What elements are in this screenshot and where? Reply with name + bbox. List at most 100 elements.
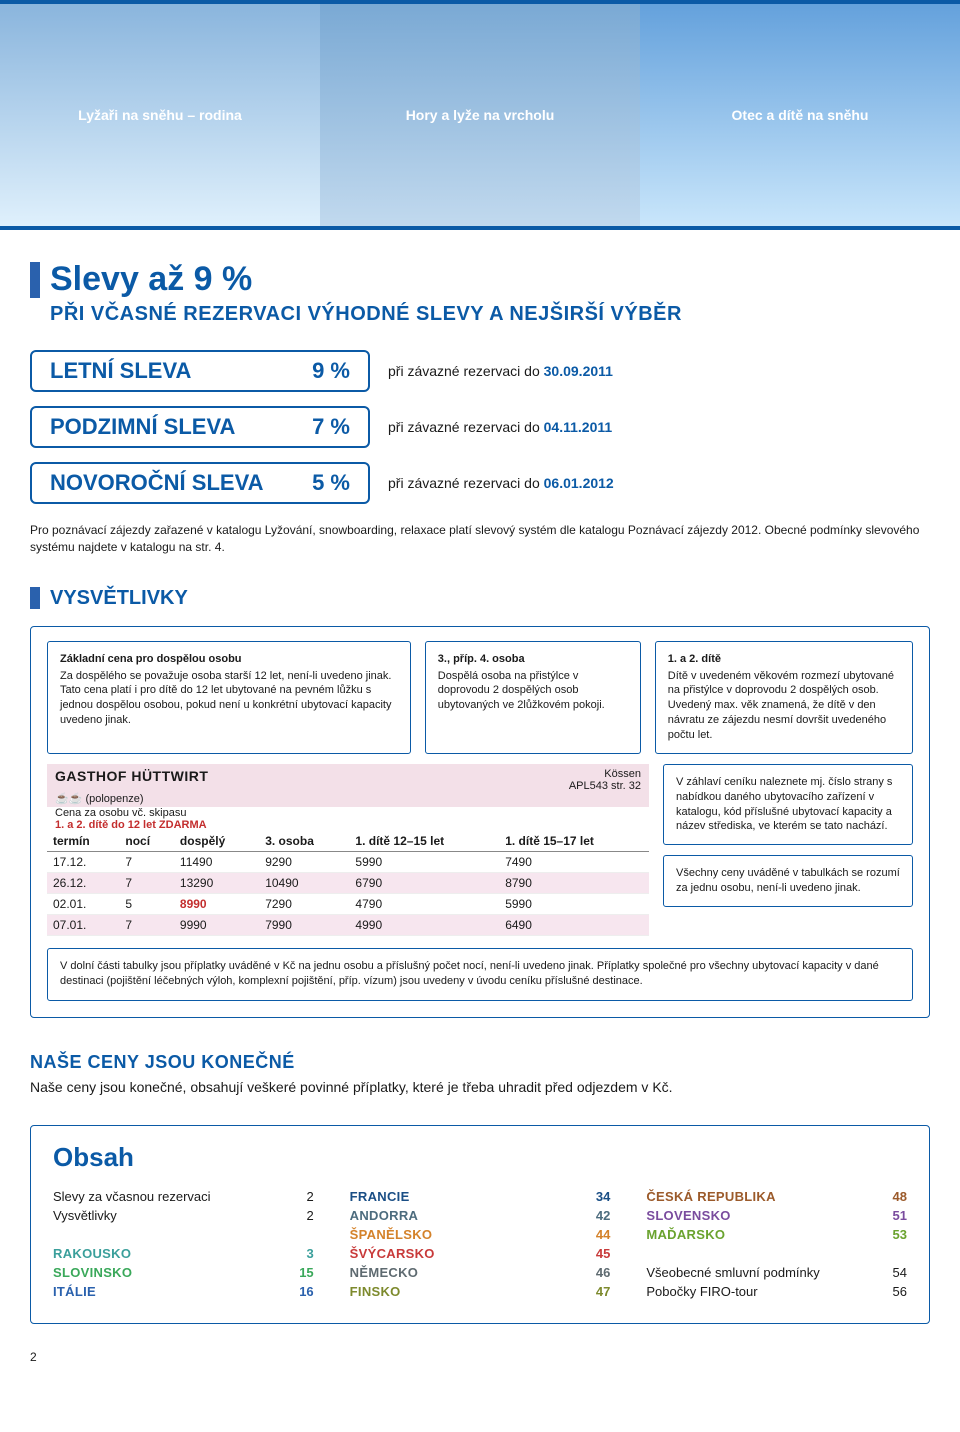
- price-table-cell: 4790: [349, 893, 499, 914]
- hero-image-3: Otec a dítě na sněhu: [640, 4, 960, 226]
- legend-box-third-person: 3., příp. 4. osoba Dospělá osoba na přis…: [425, 641, 641, 754]
- skipas-line: Cena za osobu vč. skipasu: [47, 807, 649, 819]
- contents-row: MAĎARSKO 53: [646, 1225, 907, 1244]
- page-number: 2: [30, 1350, 960, 1364]
- price-table-column: termín: [47, 831, 119, 852]
- final-prices-text: Naše ceny jsou konečné, obsahují veškeré…: [30, 1079, 930, 1095]
- price-table-cell: 8990: [174, 893, 259, 914]
- legend-box-third-person-title: 3., příp. 4. osoba: [438, 652, 628, 667]
- contents-page: 15: [299, 1265, 313, 1280]
- contents-col-3: ČESKÁ REPUBLIKA 48 SLOVENSKO 51 MAĎARSKO 53 V…: [646, 1187, 907, 1301]
- contents-page: 42: [596, 1208, 610, 1223]
- contents-label: Vysvětlivky: [53, 1208, 117, 1223]
- contents-label: ANDORRA: [350, 1208, 419, 1223]
- hotel-place: Kössen: [569, 768, 641, 780]
- price-table-cell: 02.01.: [47, 893, 119, 914]
- legend-box-child: 1. a 2. dítě Dítě v uvedeném věkovém roz…: [655, 641, 913, 754]
- price-table-cell: 7290: [259, 893, 349, 914]
- price-table-cell: 10490: [259, 872, 349, 893]
- price-table-cell: 26.12.: [47, 872, 119, 893]
- contents-page: 54: [893, 1265, 907, 1280]
- discount-pill: PODZIMNÍ SLEVA7 %: [30, 406, 370, 448]
- discount-when: při závazné rezervaci do 06.01.2012: [388, 475, 614, 491]
- contents-col-2: FRANCIE34ANDORRA42ŠPANĚLSKO44ŠVÝCARSKO45…: [350, 1187, 611, 1301]
- contents-page: 46: [596, 1265, 610, 1280]
- contents-wrap: Obsah Slevy za včasnou rezervaci 2 Vysvětl…: [30, 1125, 930, 1324]
- discount-label: PODZIMNÍ SLEVA: [50, 414, 235, 440]
- contents-row: FINSKO47: [350, 1282, 611, 1301]
- discount-date: 04.11.2011: [544, 419, 613, 435]
- contents-row: RAKOUSKO3: [53, 1244, 314, 1263]
- price-table-cell: 6490: [499, 914, 649, 935]
- contents-row: ITÁLIE16: [53, 1282, 314, 1301]
- price-table-cell: 5990: [499, 893, 649, 914]
- contents-page: 56: [893, 1284, 907, 1299]
- board-icons: ☕☕: [55, 793, 82, 805]
- legend-box-adult: Základní cena pro dospělou osobu Za dosp…: [47, 641, 411, 754]
- contents-label: Všeobecné smluvní podmínky: [646, 1265, 819, 1280]
- price-table-cell: 7: [119, 914, 174, 935]
- contents-page: 48: [893, 1189, 907, 1204]
- price-table-cell: 13290: [174, 872, 259, 893]
- contents-page: 53: [893, 1227, 907, 1242]
- contents-label: ČESKÁ REPUBLIKA: [646, 1189, 775, 1204]
- contents-row: Slevy za včasnou rezervaci 2: [53, 1187, 314, 1206]
- discount-when: při závazné rezervaci do 30.09.2011: [388, 363, 613, 379]
- contents-row: ČESKÁ REPUBLIKA 48: [646, 1187, 907, 1206]
- price-table-cell: 17.12.: [47, 851, 119, 872]
- price-table-row: 02.01.58990729047905990: [47, 893, 649, 914]
- contents-label: SLOVINSKO: [53, 1265, 132, 1280]
- discount-pct: 9 %: [312, 358, 350, 384]
- price-table-column: dospělý: [174, 831, 259, 852]
- discount-pct: 5 %: [312, 470, 350, 496]
- price-table-cell: 5990: [349, 851, 499, 872]
- price-table-column: 1. dítě 15–17 let: [499, 831, 649, 852]
- contents-label: MAĎARSKO: [646, 1227, 725, 1242]
- price-table-column: 3. osoba: [259, 831, 349, 852]
- hero-image-2: Hory a lyže na vrcholu: [320, 4, 640, 226]
- conditions-note: Pro poznávací zájezdy zařazené v katalog…: [30, 522, 930, 557]
- contents-label: Slevy za včasnou rezervaci: [53, 1189, 211, 1204]
- contents-col-1: Slevy za včasnou rezervaci2Vysvětlivky2 …: [53, 1187, 314, 1301]
- hotel-code: APL543 str. 32: [569, 780, 641, 792]
- free-child-line: 1. a 2. dítě do 12 let ZDARMA: [47, 819, 649, 831]
- legend-title: VYSVĚTLIVKY: [30, 587, 930, 610]
- legend-bar-icon: [30, 587, 40, 609]
- price-table-row: 17.12.711490929059907490: [47, 851, 649, 872]
- contents-row: Pobočky FIRO-tour56: [646, 1282, 907, 1301]
- contents-label: ITÁLIE: [53, 1284, 96, 1299]
- discount-label: LETNÍ SLEVA: [50, 358, 191, 384]
- price-table-cell: 6790: [349, 872, 499, 893]
- page-subtitle: PŘI VČASNÉ REZERVACI VÝHODNÉ SLEVY A NEJ…: [50, 303, 930, 326]
- contents-page: 2: [306, 1189, 313, 1204]
- contents-page: 3: [306, 1246, 313, 1261]
- price-table-column: 1. dítě 12–15 let: [349, 831, 499, 852]
- legend-box-child-text: Dítě v uvedeném věkovém rozmezí ubytovan…: [668, 669, 900, 743]
- legend-wrap: Základní cena pro dospělou osobu Za dosp…: [30, 626, 930, 1018]
- legend-box-adult-title: Základní cena pro dospělou osobu: [60, 652, 398, 667]
- contents-page: 34: [596, 1189, 610, 1204]
- contents-label: SLOVENSKO: [646, 1208, 730, 1223]
- price-table-cell: 7990: [259, 914, 349, 935]
- page-title: Slevy až 9 %: [30, 260, 930, 299]
- contents-title: Obsah: [53, 1142, 907, 1173]
- contents-row: ŠVÝCARSKO45: [350, 1244, 611, 1263]
- price-table-cell: 5: [119, 893, 174, 914]
- contents-page: 44: [596, 1227, 610, 1242]
- contents-row: [646, 1244, 907, 1263]
- contents-row: NĚMECKO 46: [350, 1263, 611, 1282]
- price-table-cell: 7: [119, 872, 174, 893]
- contents-label: ŠVÝCARSKO: [350, 1246, 435, 1261]
- contents-row: SLOVENSKO 51: [646, 1206, 907, 1225]
- hotel-name: GASTHOF HÜTTWIRT: [55, 768, 208, 784]
- discount-date: 30.09.2011: [544, 363, 613, 379]
- price-table-row: 26.12.7132901049067908790: [47, 872, 649, 893]
- hero-image-1: Lyžaři na sněhu – rodina: [0, 4, 320, 226]
- price-table-cell: 8790: [499, 872, 649, 893]
- discount-row: PODZIMNÍ SLEVA7 %při závazné rezervaci d…: [30, 406, 930, 448]
- price-table: termínnocídospělý3. osoba1. dítě 12–15 l…: [47, 831, 649, 936]
- price-table-cell: 9990: [174, 914, 259, 935]
- contents-page: 51: [893, 1208, 907, 1223]
- legend-box-surcharges: V dolní části tabulky jsou příplatky uvá…: [47, 948, 913, 1001]
- contents-label: NĚMECKO: [350, 1265, 419, 1280]
